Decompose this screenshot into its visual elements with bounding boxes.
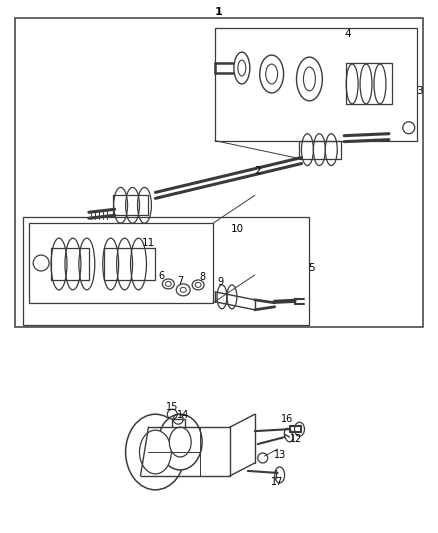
Text: 8: 8: [199, 272, 205, 282]
Text: 14: 14: [177, 410, 189, 420]
Text: 11: 11: [142, 238, 155, 248]
Ellipse shape: [140, 430, 171, 474]
Text: 1: 1: [215, 7, 223, 18]
Text: 13: 13: [273, 450, 286, 460]
Text: 3: 3: [417, 86, 423, 96]
Text: 7: 7: [177, 276, 184, 286]
Text: 10: 10: [230, 224, 244, 234]
Ellipse shape: [170, 427, 191, 457]
Bar: [15, 18, 423, 327]
Text: 5: 5: [308, 263, 315, 273]
Ellipse shape: [159, 414, 202, 470]
Text: 9: 9: [217, 277, 223, 287]
Text: 17: 17: [272, 477, 284, 487]
Text: 16: 16: [282, 414, 294, 424]
Text: 4: 4: [345, 29, 351, 39]
Bar: [23, 217, 309, 325]
Ellipse shape: [126, 414, 185, 490]
Text: 15: 15: [166, 402, 179, 412]
Text: 12: 12: [290, 434, 303, 444]
Bar: [29, 223, 213, 303]
Text: 6: 6: [158, 271, 164, 281]
Text: 2: 2: [254, 166, 261, 175]
Bar: [215, 28, 417, 141]
